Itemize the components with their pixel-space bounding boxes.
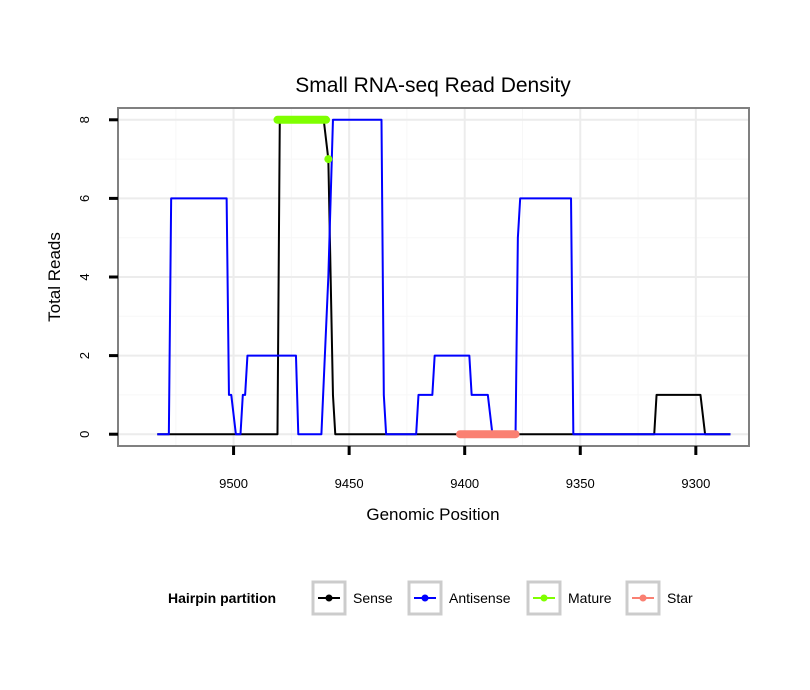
legend-key-point-star — [639, 594, 647, 602]
legend-key-point-mature — [540, 594, 548, 602]
series-line-antisense — [157, 118, 731, 436]
legend-label-mature: Mature — [568, 590, 612, 606]
legend-label-sense: Sense — [353, 590, 393, 606]
legend-title: Hairpin partition — [168, 590, 276, 606]
plot-series — [157, 115, 731, 439]
y-tick-label: 6 — [77, 195, 92, 202]
chart-title: Small RNA-seq Read Density — [295, 74, 571, 97]
x-tick-label: 9300 — [681, 476, 710, 491]
x-tick-label: 9450 — [335, 476, 364, 491]
y-tick-label: 8 — [77, 116, 92, 123]
x-tick-label: 9400 — [450, 476, 479, 491]
axes: 9500 9450 9400 9350 9300 0 2 4 6 8 — [77, 116, 710, 491]
legend-label-antisense: Antisense — [449, 590, 511, 606]
grid — [118, 108, 749, 446]
x-tick-label: 9500 — [219, 476, 248, 491]
legend-key-point-antisense — [421, 594, 429, 602]
legend: Hairpin partition Sense Antisense Mature St… — [168, 580, 693, 616]
y-tick-label: 4 — [77, 273, 92, 280]
legend-key-point-sense — [325, 594, 333, 602]
y-tick-label: 0 — [77, 431, 92, 438]
y-tick-label: 2 — [77, 352, 92, 359]
series-point-mature — [324, 155, 333, 164]
legend-label-star: Star — [667, 590, 693, 606]
x-axis-title: Genomic Position — [366, 505, 499, 524]
x-tick-label: 9350 — [566, 476, 595, 491]
y-axis-title: Total Reads — [45, 232, 64, 322]
